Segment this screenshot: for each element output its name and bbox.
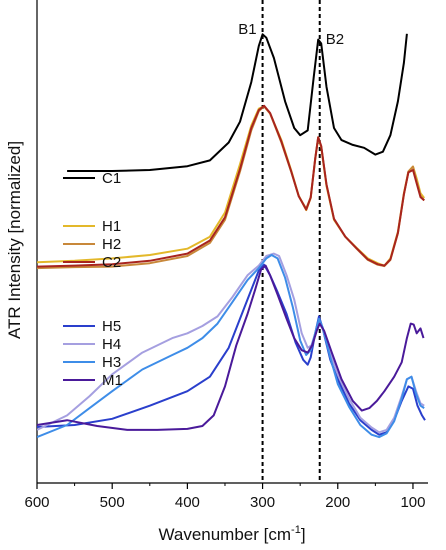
plot-frame	[36, 0, 428, 484]
x-tick-label-400: 400	[175, 494, 200, 511]
series-line-c1	[67, 33, 408, 172]
series-line-h2	[37, 105, 425, 270]
x-tick-label-500: 500	[100, 494, 125, 511]
reference-label-b2: B2	[326, 31, 344, 48]
reference-lines: B1 B2	[238, 0, 344, 483]
legend-label-h5: H5	[102, 318, 121, 335]
x-axis-label-superscript: -1	[291, 524, 301, 536]
x-tick-label-600: 600	[24, 494, 49, 511]
x-tick-label-200: 200	[325, 494, 350, 511]
series-line-h3	[37, 254, 425, 439]
x-axis-label-close: ]	[301, 525, 306, 544]
y-axis-label: ATR Intensity [normalized]	[5, 141, 24, 339]
x-tick-label-100: 100	[400, 494, 425, 511]
x-axis: 600 500 400 300 200 100	[24, 483, 425, 511]
legend-label-c1: C1	[102, 170, 121, 187]
series-line-h4	[37, 252, 425, 434]
legend-label-m1: M1	[102, 372, 123, 389]
legend-label-h1: H1	[102, 218, 121, 235]
legend-label-h2: H2	[102, 236, 121, 253]
x-tick-label-300: 300	[250, 494, 275, 511]
legend-label-h3: H3	[102, 354, 121, 371]
legend-label-c2: C2	[102, 254, 121, 271]
series-group	[37, 33, 426, 439]
x-axis-label: Wavenumber [cm-1]	[158, 524, 305, 544]
series-line-c2	[37, 104, 425, 268]
series-line-m1	[37, 264, 425, 431]
legend-label-h4: H4	[102, 336, 121, 353]
series-line-h1	[37, 105, 425, 267]
reference-label-b1: B1	[238, 21, 256, 38]
x-axis-label-main: Wavenumber [cm	[158, 525, 291, 544]
